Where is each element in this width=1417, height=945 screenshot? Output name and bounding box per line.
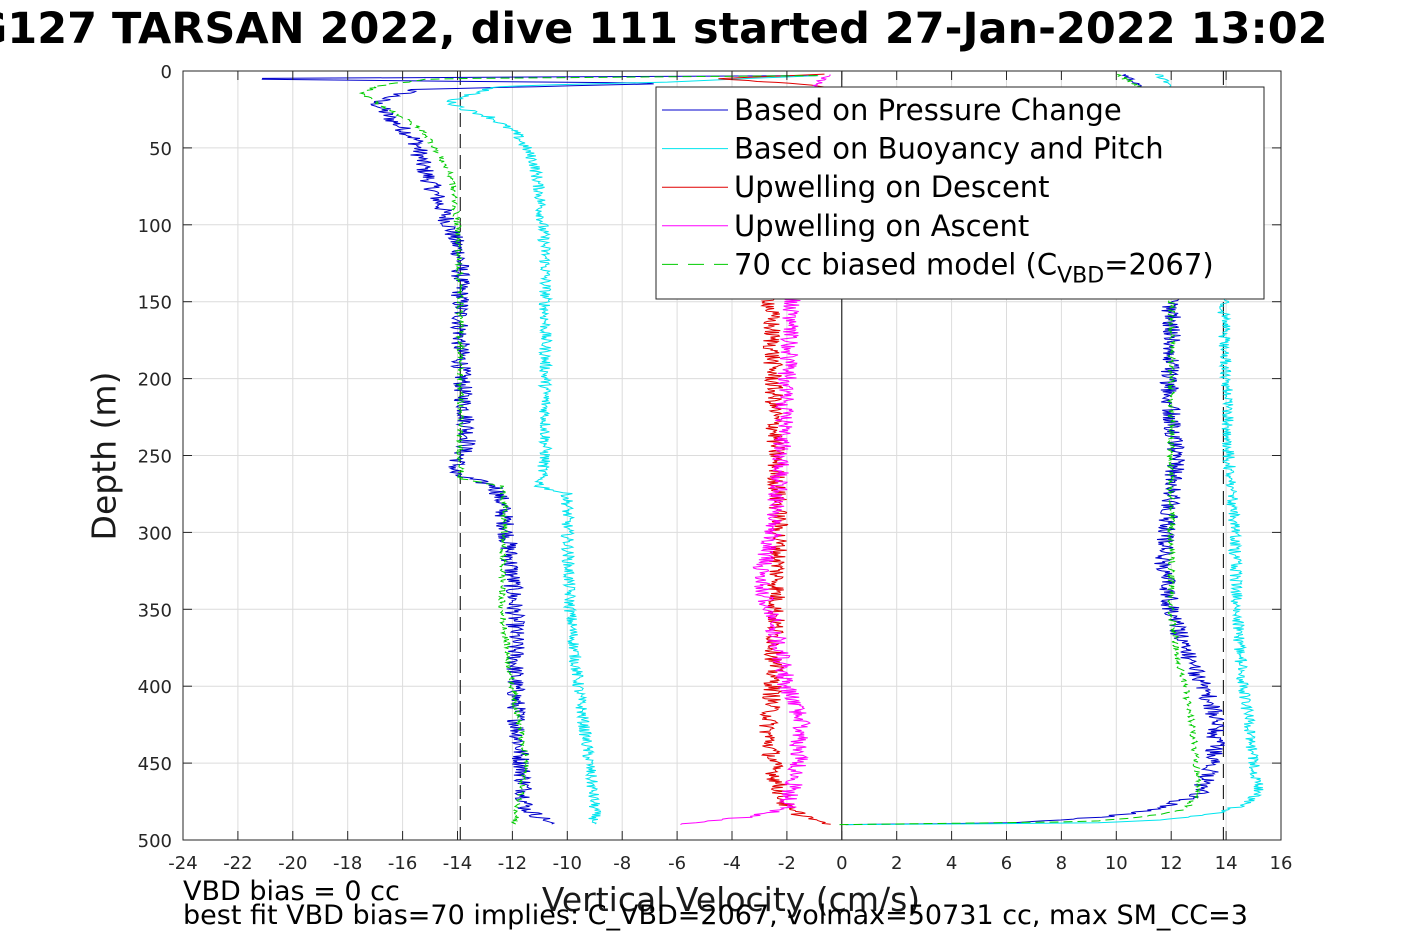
legend-entry: Upwelling on Descent <box>734 170 1050 204</box>
series-line-1-0 <box>446 75 819 825</box>
y-tick-label: 400 <box>138 677 172 698</box>
x-tick-label: 10 <box>1105 853 1128 874</box>
best-fit-note: best fit VBD bias=70 implies: C_VBD=2067… <box>183 900 1248 931</box>
y-tick-label: 500 <box>138 831 172 852</box>
y-tick-label: 0 <box>161 62 172 83</box>
x-tick-label: -18 <box>333 853 362 874</box>
series-line-4-0 <box>358 75 818 825</box>
series-line-4-1 <box>839 73 1202 826</box>
x-tick-label: -22 <box>223 853 252 874</box>
x-tick-label: -14 <box>443 853 472 874</box>
x-tick-label: -24 <box>168 853 197 874</box>
x-tick-label: -2 <box>778 853 796 874</box>
x-tick-label: -10 <box>553 853 582 874</box>
x-tick-label: -20 <box>278 853 307 874</box>
series-4 <box>358 73 1202 826</box>
y-tick-label: 250 <box>138 447 172 468</box>
y-axis-label: Depth (m) <box>84 371 124 541</box>
y-tick-label: 150 <box>138 293 172 314</box>
x-tick-label: 16 <box>1270 853 1293 874</box>
y-tick-label: 50 <box>149 139 172 160</box>
y-tick-label: 350 <box>138 600 172 621</box>
ticks: -24 -22 -20 -18 -16 -14 -12 -10 -8 -6 -4 -2 0 2 4 6 8 10 1… <box>138 62 1293 874</box>
x-tick-label: 6 <box>1001 853 1012 874</box>
x-tick-label: -6 <box>668 853 686 874</box>
legend-entry: 70 cc biased model (CVBD=2067) <box>734 247 1214 288</box>
x-tick-label: -4 <box>723 853 741 874</box>
y-tick-label: 200 <box>138 370 172 391</box>
legend-entry: Based on Buoyancy and Pitch <box>734 132 1164 166</box>
x-tick-label: 0 <box>836 853 847 874</box>
chart-title: G127 TARSAN 2022, dive 111 started 27-Ja… <box>0 4 1328 54</box>
legend-entry: Based on Pressure Change <box>734 93 1122 127</box>
x-tick-label: 8 <box>1056 853 1067 874</box>
x-tick-label: 4 <box>946 853 957 874</box>
y-tick-label: 100 <box>138 216 172 237</box>
x-tick-label: -16 <box>388 853 417 874</box>
legend: Based on Pressure Change Based on Buoyanc… <box>655 86 1265 300</box>
y-tick-label: 300 <box>138 523 172 544</box>
x-tick-label: 2 <box>891 853 902 874</box>
x-tick-label: 12 <box>1160 853 1183 874</box>
x-tick-label: -12 <box>498 853 527 874</box>
vbd-bias-note: VBD bias = 0 cc <box>183 876 400 907</box>
x-tick-label: 14 <box>1215 853 1238 874</box>
y-tick-label: 450 <box>138 754 172 775</box>
legend-box <box>655 86 1265 300</box>
x-tick-label: -8 <box>613 853 631 874</box>
x-axis-label: Vertical Velocity (cm/s) <box>541 880 921 919</box>
series-line-0-0 <box>261 75 816 825</box>
legend-entry: Upwelling on Ascent <box>734 209 1029 243</box>
series-layer <box>261 73 1264 826</box>
